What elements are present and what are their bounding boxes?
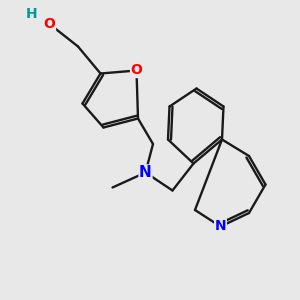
- Text: O: O: [44, 17, 56, 31]
- Text: H: H: [26, 7, 37, 20]
- Text: N: N: [215, 220, 226, 233]
- Text: O: O: [130, 64, 142, 77]
- Text: N: N: [139, 165, 152, 180]
